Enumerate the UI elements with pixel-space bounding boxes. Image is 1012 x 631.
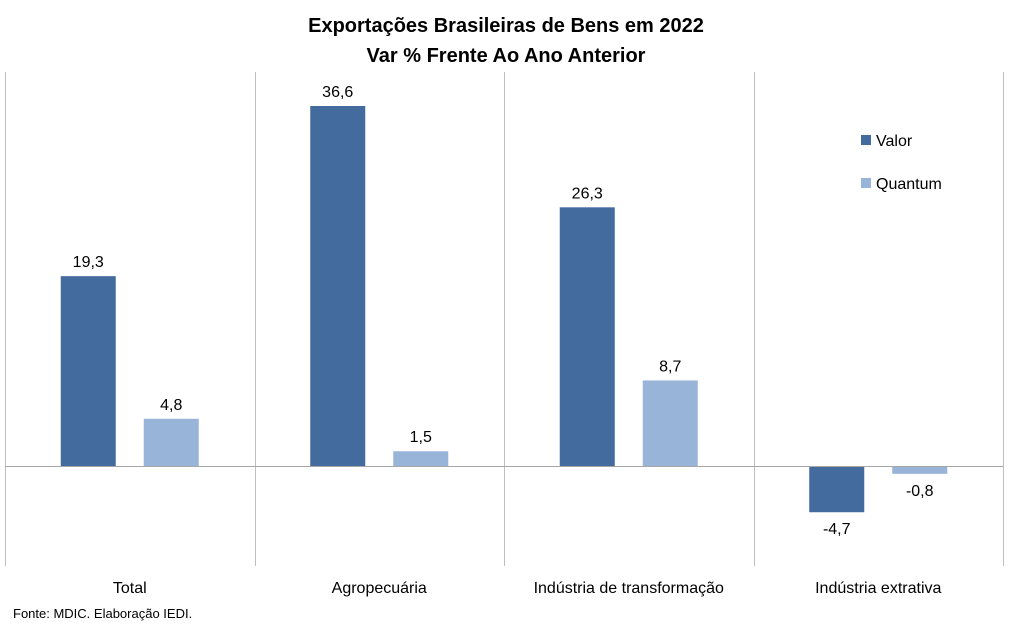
chart-subtitle: Var % Frente Ao Ano Anterior (367, 45, 646, 67)
data-label-valor-4: -4,7 (823, 521, 851, 538)
bar-valor-1 (60, 276, 116, 466)
data-label-quantum-2: 1,5 (410, 429, 432, 446)
bar-quantum-4 (892, 466, 948, 474)
legend: Valor Quantum (861, 133, 942, 193)
data-label-quantum-4: -0,8 (906, 483, 934, 500)
category-label-1: Total (113, 580, 147, 597)
category-label-4: Indústria extrativa (815, 580, 941, 597)
legend-swatch-quantum (861, 178, 871, 188)
bar-valor-3 (559, 207, 615, 467)
data-label-valor-2: 36,6 (322, 84, 353, 101)
legend-label-valor: Valor (876, 133, 913, 150)
data-label-quantum-1: 4,8 (160, 397, 182, 414)
bar-quantum-3 (642, 380, 698, 466)
chart-title: Exportações Brasileiras de Bens em 2022 (308, 15, 704, 37)
data-label-valor-3: 26,3 (572, 185, 603, 202)
plot-area: 19,3 4,8 Total 36,6 1,5 Agropecuária 26,3 8,7 In… (5, 72, 1004, 597)
data-label-quantum-3: 8,7 (659, 358, 681, 375)
legend-swatch-valor (861, 135, 871, 145)
bar-quantum-2 (393, 451, 449, 466)
data-label-valor-1: 19,3 (73, 254, 104, 271)
category-label-2: Agropecuária (332, 580, 427, 597)
source-note: Fonte: MDIC. Elaboração IEDI. (13, 606, 193, 621)
bar-valor-2 (310, 106, 366, 466)
bar-valor-4 (809, 466, 865, 513)
category-label-3: Indústria de transformação (534, 580, 724, 597)
bar-quantum-1 (143, 418, 199, 466)
legend-label-quantum: Quantum (876, 176, 942, 193)
